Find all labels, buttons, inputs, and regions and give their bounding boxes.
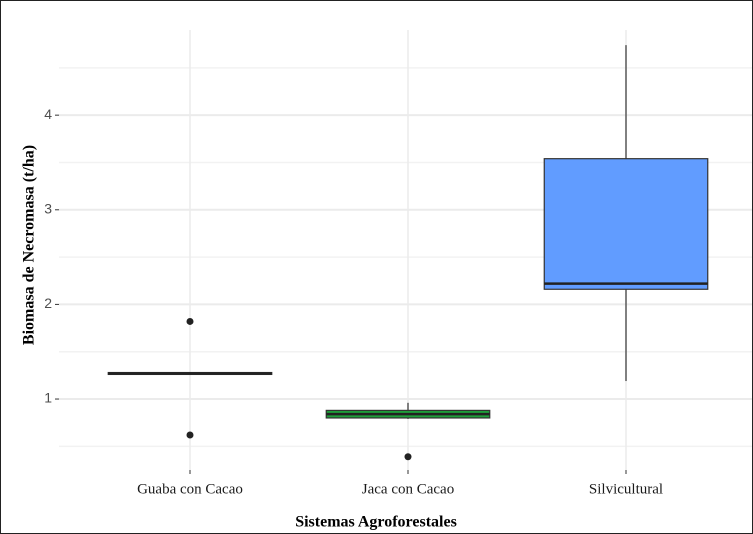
y-tick-label: 3 <box>44 200 52 216</box>
outlier <box>186 431 194 439</box>
outlier <box>186 317 194 325</box>
x-tick-label: Silvicultural <box>589 481 663 497</box>
y-tick-label: 2 <box>44 295 52 311</box>
y-tick-label: 4 <box>44 106 52 122</box>
x-tick-label: Guaba con Cacao <box>137 481 243 497</box>
box <box>543 158 709 290</box>
x-axis-label: Sistemas Agroforestales <box>295 514 457 531</box>
x-tick-label: Jaca con Cacao <box>362 481 454 497</box>
y-axis-label: Biomasa de Necromasa (t/ha) <box>21 145 38 345</box>
y-tick-label: 1 <box>44 390 52 406</box>
outlier <box>404 453 412 461</box>
